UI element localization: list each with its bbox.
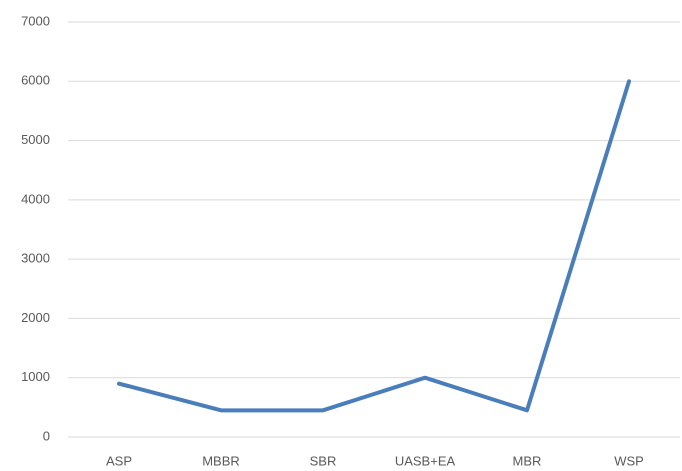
x-tick-label: MBBR bbox=[202, 453, 240, 468]
x-tick-label: MBR bbox=[513, 453, 542, 468]
y-tick-label: 2000 bbox=[21, 310, 50, 325]
y-tick-label: 1000 bbox=[21, 369, 50, 384]
x-tick-label: ASP bbox=[106, 453, 132, 468]
x-tick-label: UASB+EA bbox=[395, 453, 456, 468]
y-tick-label: 3000 bbox=[21, 251, 50, 266]
x-tick-label: WSP bbox=[614, 453, 644, 468]
x-tick-label: SBR bbox=[310, 453, 337, 468]
y-tick-label: 6000 bbox=[21, 73, 50, 88]
line-series bbox=[117, 79, 631, 413]
y-tick-label: 7000 bbox=[21, 13, 50, 28]
y-tick-label: 4000 bbox=[21, 191, 50, 206]
y-tick-label: 0 bbox=[43, 428, 50, 443]
y-tick-label: 5000 bbox=[21, 132, 50, 147]
